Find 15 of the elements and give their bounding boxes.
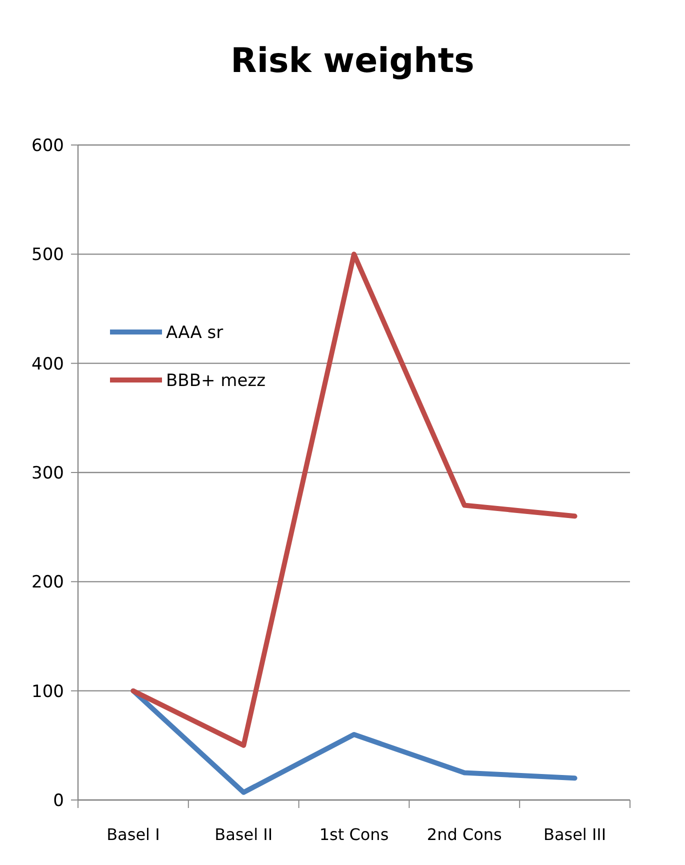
y-tick-label: 600	[32, 136, 64, 156]
legend-label: BBB+ mezz	[166, 370, 266, 391]
x-tick-label: 2nd Cons	[426, 825, 502, 844]
y-tick-label: 0	[53, 790, 64, 811]
legend-label: AAA sr	[166, 322, 224, 343]
y-tick-label: 400	[32, 354, 64, 374]
x-tick-label: Basel I	[106, 825, 160, 844]
y-tick-label: 500	[32, 245, 64, 266]
y-tick-label: 300	[32, 463, 64, 484]
x-tick-label: Basel II	[214, 825, 273, 844]
y-tick-label: 100	[32, 682, 64, 702]
chart-title: Risk weights	[230, 41, 474, 81]
x-tick-label: Basel III	[543, 825, 606, 844]
y-tick-label: 200	[32, 572, 64, 593]
x-tick-label: 1st Cons	[319, 825, 389, 844]
